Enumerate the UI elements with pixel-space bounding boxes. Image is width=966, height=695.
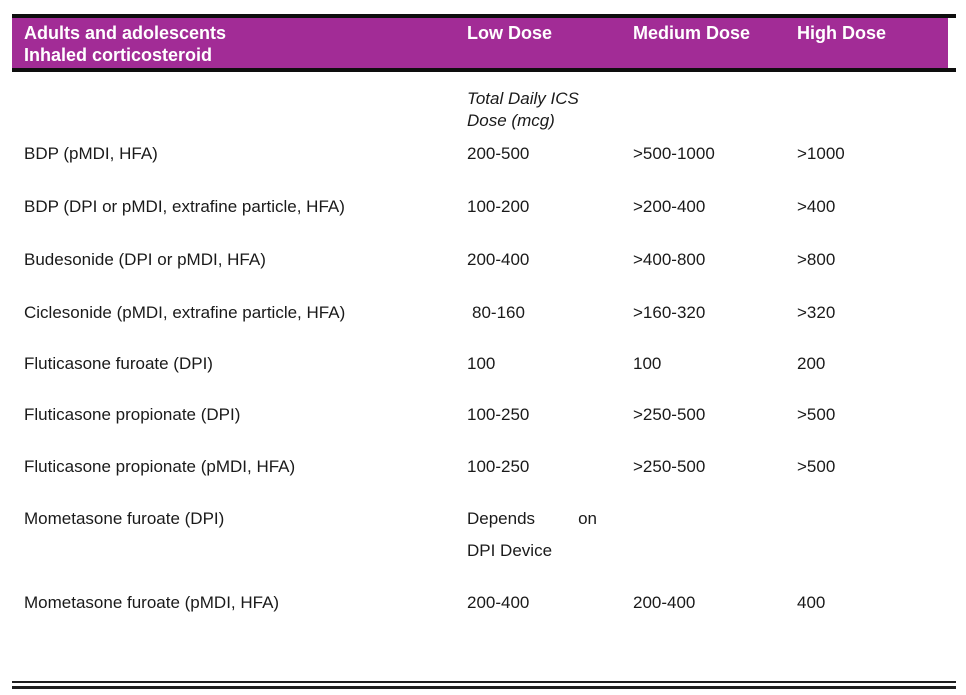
low-dose-value: Depends on DPI Device <box>455 508 621 592</box>
medium-dose-value: >500-1000 <box>633 144 715 163</box>
high-dose-value: 400 <box>797 593 826 612</box>
subheader-empty <box>12 88 455 143</box>
table-row: BDP (DPI or pMDI, extrafine particle, HF… <box>12 196 956 249</box>
medium-dose-value: >160-320 <box>633 303 706 322</box>
low-dose-value: 200-400 <box>467 593 530 612</box>
header-row-label-line1: Adults and adolescents <box>24 23 227 43</box>
table-bottom-rule <box>12 681 956 689</box>
subheader-line1: Total Daily ICS <box>467 89 579 108</box>
subheader-units: Total Daily ICS Dose (mcg) <box>455 88 621 143</box>
high-dose-value: >500 <box>797 405 836 424</box>
header-medium-dose: Medium Dose <box>633 23 751 43</box>
header-low-dose: Low Dose <box>467 23 553 43</box>
drug-name: Budesonide (DPI or pMDI, HFA) <box>24 250 266 269</box>
table-row: Fluticasone propionate (pMDI, HFA) 100-2… <box>12 456 956 508</box>
medium-dose-value: 200-400 <box>633 593 696 612</box>
table-row: Ciclesonide (pMDI, extrafine particle, H… <box>12 302 956 353</box>
low-dose-value: 200-500 <box>467 144 530 163</box>
low-dose-value: 100-200 <box>467 197 530 216</box>
low-dose-value: 80-160 <box>472 303 525 322</box>
high-dose-value: >500 <box>797 457 836 476</box>
table-row: Fluticasone furoate (DPI) 100 100 200 <box>12 353 956 404</box>
high-dose-value: >320 <box>797 303 836 322</box>
drug-name: BDP (DPI or pMDI, extrafine particle, HF… <box>24 197 345 216</box>
table-row: Mometasone furoate (DPI) Depends on DPI … <box>12 508 956 592</box>
high-dose-value: >1000 <box>797 144 845 163</box>
table-row: Budesonide (DPI or pMDI, HFA) 200-400 >4… <box>12 249 956 302</box>
medium-dose-value: >250-500 <box>633 457 706 476</box>
medium-dose-value: >250-500 <box>633 405 706 424</box>
table-subheader-row: Total Daily ICS Dose (mcg) <box>12 88 956 143</box>
dpi-device-line: DPI Device <box>467 541 553 560</box>
medium-dose-value: >400-800 <box>633 250 706 269</box>
drug-name: Ciclesonide (pMDI, extrafine particle, H… <box>24 303 346 322</box>
medium-dose-value: >200-400 <box>633 197 706 216</box>
table-row: Fluticasone propionate (DPI) 100-250 >25… <box>12 404 956 456</box>
header-row-label: Adults and adolescents Inhaled corticost… <box>12 22 455 68</box>
drug-name: Fluticasone furoate (DPI) <box>24 354 213 373</box>
table-row: BDP (pMDI, HFA) 200-500 >500-1000 >1000 <box>12 143 956 196</box>
depends-on-line: Depends on <box>467 509 597 528</box>
subheader-line2: Dose (mcg) <box>467 111 555 130</box>
low-dose-value: 200-400 <box>467 250 530 269</box>
drug-name: BDP (pMDI, HFA) <box>24 144 158 163</box>
high-dose-value <box>785 508 956 592</box>
header-row-label-line2: Inhaled corticosteroid <box>24 45 213 65</box>
high-dose-value: 200 <box>797 354 826 373</box>
table-row: Mometasone furoate (pMDI, HFA) 200-400 2… <box>12 592 956 664</box>
table-header-band: Adults and adolescents Inhaled corticost… <box>12 14 956 72</box>
low-dose-value: 100 <box>467 354 496 373</box>
low-dose-value: 100-250 <box>467 405 530 424</box>
table-header-row: Adults and adolescents Inhaled corticost… <box>12 18 948 68</box>
ics-dose-table: Adults and adolescents Inhaled corticost… <box>12 14 956 689</box>
drug-name: Fluticasone propionate (pMDI, HFA) <box>24 457 296 476</box>
high-dose-value: >400 <box>797 197 836 216</box>
drug-name: Mometasone furoate (DPI) <box>24 509 225 528</box>
drug-name: Mometasone furoate (pMDI, HFA) <box>24 593 280 612</box>
low-dose-value: 100-250 <box>467 457 530 476</box>
header-high-dose: High Dose <box>797 23 887 43</box>
high-dose-value: >800 <box>797 250 836 269</box>
drug-name: Fluticasone propionate (DPI) <box>24 405 241 424</box>
medium-dose-value: 100 <box>633 354 662 373</box>
medium-dose-value <box>621 508 785 592</box>
